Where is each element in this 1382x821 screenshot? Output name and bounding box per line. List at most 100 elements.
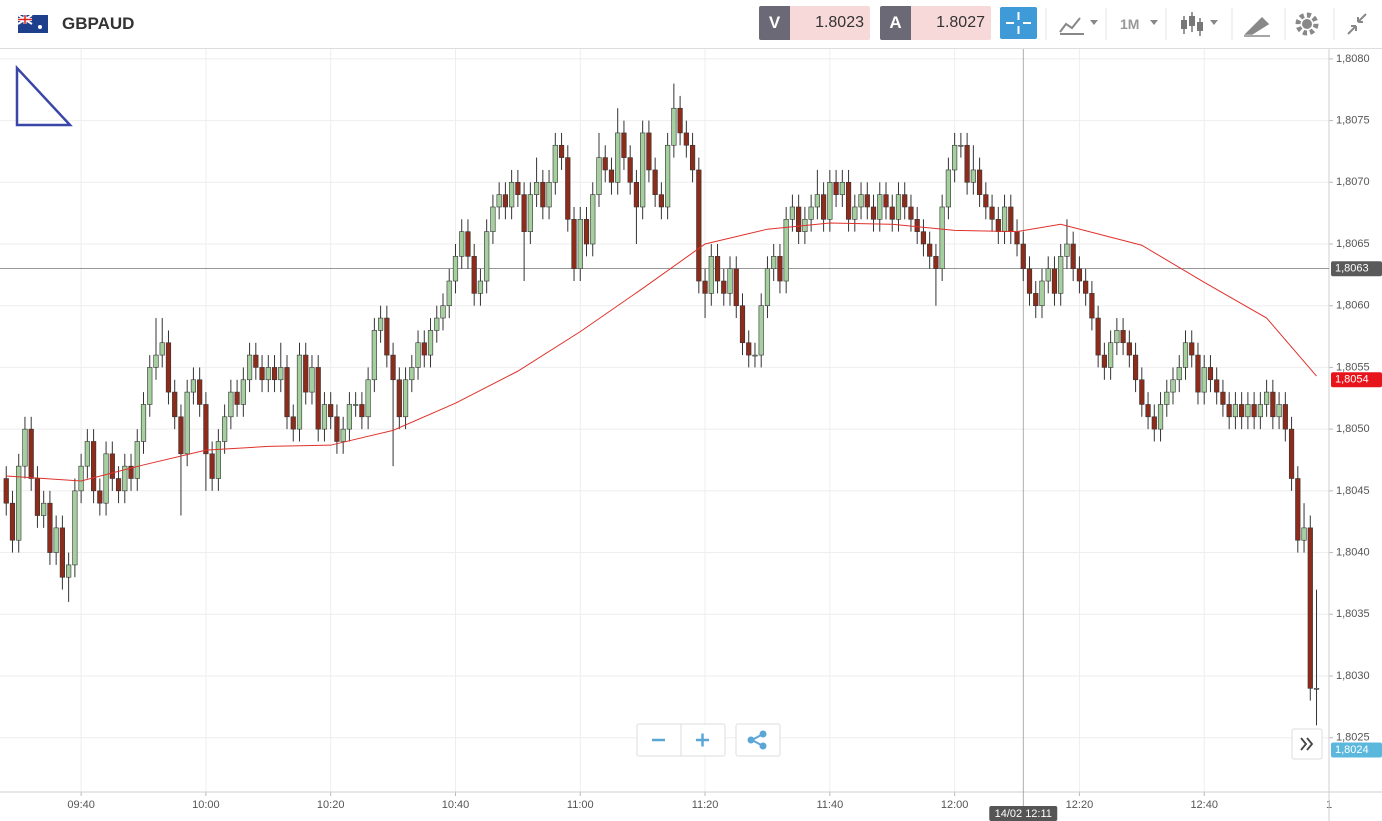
crosshair-button[interactable] (1000, 7, 1037, 39)
candle-body (1201, 367, 1207, 393)
share-dot (759, 742, 767, 750)
candle-body (964, 144, 970, 183)
candle-body (1045, 268, 1051, 282)
candle-body (427, 330, 434, 356)
candle-body (733, 268, 739, 307)
timeframe[interactable]: 1M (1120, 16, 1140, 32)
y-tick-label: 1,8065 (1336, 238, 1370, 250)
candle-body (434, 317, 440, 331)
y-tick-label: 1,8025 (1336, 732, 1370, 744)
candle-body (696, 169, 702, 282)
candle-body (271, 367, 278, 381)
candle-body (1039, 280, 1045, 307)
candle-body (1157, 404, 1164, 430)
candle-body (927, 243, 933, 257)
share-dot (759, 730, 767, 738)
candle-body (284, 367, 290, 418)
candle-body (115, 478, 122, 492)
candle-body (571, 219, 577, 269)
candle-body (246, 354, 253, 381)
candle-body (1083, 280, 1089, 294)
share-button[interactable] (735, 723, 781, 757)
candle-body (852, 206, 858, 220)
candle-body (1114, 330, 1120, 344)
candle-body (1101, 354, 1107, 368)
candle-body (889, 206, 895, 220)
candle-body (870, 206, 877, 220)
settings-button[interactable] (1295, 12, 1319, 36)
candle-body (877, 194, 883, 220)
y-tick-label: 1,8075 (1336, 114, 1370, 126)
candle-body (746, 342, 752, 356)
price-tag (1331, 372, 1382, 388)
x-tick-label: 12:00 (941, 799, 969, 811)
candle-body (1058, 256, 1064, 294)
candle-body (1020, 243, 1026, 269)
candle-body (465, 231, 471, 257)
candle-body (546, 181, 552, 208)
candle-body (727, 268, 733, 294)
candle-body (883, 194, 889, 208)
price-label: 1,8054 (1335, 374, 1369, 386)
candle-body (66, 564, 72, 578)
candle-body (1276, 404, 1282, 418)
candle-body (970, 169, 976, 183)
candle-body (396, 379, 402, 418)
candle-body (983, 194, 989, 208)
candle-body (1195, 354, 1201, 393)
candle-body (1126, 342, 1132, 356)
candle-body (615, 132, 621, 183)
y-tick-label: 1,8055 (1336, 361, 1370, 373)
candle-body (752, 354, 758, 357)
candle-body (902, 194, 908, 208)
candle-body (1170, 379, 1176, 393)
candle-body (172, 391, 178, 418)
symbol: GBPAUD (62, 14, 135, 33)
candle-body (683, 132, 689, 146)
candle-body (490, 206, 496, 232)
sell-label[interactable]: V (759, 6, 790, 40)
candle-body (234, 391, 240, 405)
drawing-tool[interactable] (15, 64, 73, 127)
flag (18, 15, 48, 33)
candle-body (864, 194, 870, 208)
candle-body (509, 181, 515, 208)
candle-body (134, 441, 140, 479)
candle-body (53, 527, 59, 553)
candle-body (184, 391, 190, 455)
zoom-in[interactable] (696, 733, 709, 747)
candle-body (789, 206, 796, 220)
price-label: 1,8063 (1335, 263, 1369, 275)
chart-type-button[interactable] (1059, 17, 1084, 35)
draw-button[interactable] (1244, 16, 1270, 37)
candle-body (621, 132, 627, 158)
candle-body (652, 169, 658, 195)
candle-body (190, 379, 197, 393)
buy-label[interactable]: A (880, 6, 911, 40)
collapse-button[interactable] (1347, 13, 1367, 35)
candle-body (1214, 379, 1220, 393)
crosshair-tag (989, 806, 1058, 821)
candle-body (265, 367, 271, 381)
candle-body (153, 354, 159, 368)
candle-body (1189, 342, 1195, 356)
candle-body (640, 132, 646, 208)
candle-body (178, 416, 184, 455)
candle-body (895, 194, 902, 220)
candle-body (334, 416, 340, 442)
candle-body (359, 404, 365, 418)
candle-body (989, 206, 995, 220)
candle-body (340, 428, 346, 442)
candle-body (47, 502, 53, 553)
candle-body (1108, 342, 1114, 368)
candle-body (808, 206, 814, 220)
sell-price[interactable]: 1.8023 (790, 6, 870, 40)
candle-body (1120, 330, 1126, 344)
candle-body (976, 169, 983, 195)
y-tick-label: 1,8080 (1336, 53, 1370, 65)
candle-body (378, 317, 384, 331)
x-tick-label: 11:20 (692, 799, 719, 811)
buy-price[interactable]: 1.8027 (911, 6, 991, 40)
share-dot (747, 736, 755, 744)
candle-body (833, 181, 839, 195)
